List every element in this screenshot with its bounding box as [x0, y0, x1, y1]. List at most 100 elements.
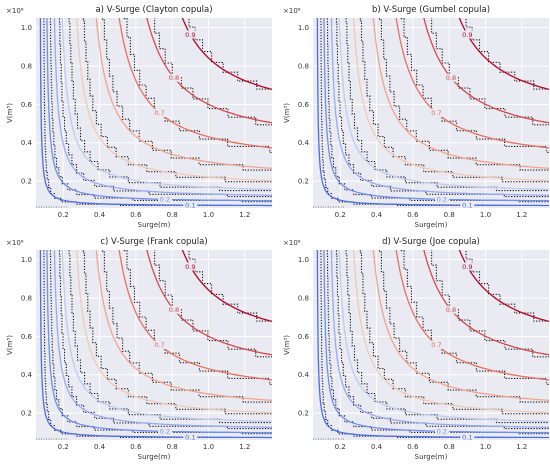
x-tick-label: 0.8 — [444, 211, 455, 219]
contour-label-0.9: 0.9 — [462, 31, 472, 39]
contour-level-0.3 — [330, 18, 549, 196]
x-tick-label: 0.6 — [407, 443, 419, 451]
contour-label-0.9: 0.9 — [185, 263, 195, 271]
panel-3: 0.2 0.4 0.6 0.8 1.0 1.2 0.2 0.4 0.6 0.8 1.0 0.1 0.2 0… — [6, 237, 272, 461]
contour-label-bg — [166, 73, 181, 82]
empirical-contour-3 — [58, 250, 272, 430]
contour-level-0.7 — [118, 250, 272, 381]
x-tick-label: 0.2 — [335, 211, 346, 219]
y-tick-label: 0.6 — [21, 101, 33, 109]
contour-label-bg — [183, 30, 198, 39]
contour-level-0.9 — [181, 18, 272, 91]
panel-title: a) V-Surge (Clayton copula) — [95, 5, 212, 15]
empirical-contour-6 — [102, 18, 272, 171]
contour-level-0.8 — [423, 18, 549, 124]
x-tick-label: 1.2 — [239, 211, 250, 219]
contour-label-bg — [460, 262, 475, 271]
contour-level-0.6 — [95, 18, 272, 169]
y-tick-label: 0.2 — [298, 178, 309, 186]
y-tick-label: 0.8 — [298, 294, 309, 302]
contour-level-0.7 — [118, 18, 272, 149]
y-multiplier: ×10⁶ — [6, 7, 24, 15]
x-tick-label: 0.2 — [58, 211, 69, 219]
contour-level-0.5 — [353, 18, 549, 182]
contour-level-0.9 — [181, 250, 272, 323]
x-tick-label: 0.8 — [167, 443, 178, 451]
empirical-contour-4 — [345, 250, 549, 424]
x-tick-label: 1.0 — [480, 211, 491, 219]
contour-label-bg — [434, 195, 449, 204]
x-tick-label: 0.4 — [94, 211, 106, 219]
contour-level-0.2 — [46, 250, 272, 434]
empirical-contour-2 — [326, 18, 549, 203]
y-tick-label: 0.8 — [21, 62, 32, 70]
contour-label-bg — [183, 262, 198, 271]
contour-level-0.3 — [330, 250, 549, 428]
x-tick-label: 0.8 — [167, 211, 178, 219]
contour-level-0.2 — [323, 250, 549, 434]
contour-label-bg — [443, 305, 458, 314]
x-tick-label: 0.6 — [130, 211, 142, 219]
contour-label-0.8: 0.8 — [169, 306, 179, 314]
contour-level-0.1 — [316, 18, 549, 207]
contour-label-bg — [157, 427, 172, 436]
x-tick-label: 0.4 — [371, 443, 383, 451]
panel-title: b) V-Surge (Gumbel copula) — [372, 5, 490, 15]
y-tick-label: 0.6 — [298, 101, 310, 109]
y-tick-label: 0.2 — [21, 178, 32, 186]
empirical-contour-7 — [400, 250, 549, 385]
contour-label-bg — [183, 201, 198, 208]
x-tick-label: 0.4 — [94, 443, 106, 451]
panel-1: 0.2 0.4 0.6 0.8 1.0 1.2 0.2 0.4 0.6 0.8 1.0 0.1 0.2 0… — [6, 5, 272, 229]
contour-label-0.7: 0.7 — [154, 109, 164, 117]
y-tick-label: 0.8 — [298, 62, 309, 70]
contour-label-0.2: 0.2 — [437, 196, 447, 204]
empirical-contour-6 — [379, 18, 549, 171]
contour-label-0.9: 0.9 — [185, 31, 195, 39]
contour-label-bg — [434, 427, 449, 436]
contour-label-bg — [152, 340, 167, 349]
empirical-contour-6 — [379, 250, 549, 403]
contour-label-0.1: 0.1 — [462, 201, 472, 209]
x-tick-label: 0.4 — [371, 211, 383, 219]
y-tick-label: 0.6 — [21, 333, 33, 341]
contour-level-0.6 — [372, 250, 549, 401]
contour-level-0.2 — [46, 18, 272, 202]
contour-level-0.6 — [372, 18, 549, 169]
contour-level-0.6 — [95, 250, 272, 401]
panel-title: c) V-Surge (Frank copula) — [100, 237, 207, 247]
y-tick-label: 1.0 — [298, 24, 309, 32]
contour-level-0.9 — [458, 18, 549, 91]
contour-level-0.4 — [61, 18, 272, 191]
x-tick-label: 0.2 — [58, 443, 69, 451]
contour-label-0.1: 0.1 — [185, 201, 195, 209]
y-axis-label: V(m³) — [6, 103, 14, 123]
contour-level-0.8 — [146, 18, 272, 124]
contour-label-0.8: 0.8 — [446, 306, 456, 314]
empirical-contour-4 — [68, 250, 272, 424]
contour-level-0.2 — [323, 18, 549, 202]
contour-level-0.5 — [353, 250, 549, 414]
contour-level-0.9 — [458, 250, 549, 323]
contour-label-bg — [460, 30, 475, 39]
contour-label-0.8: 0.8 — [446, 74, 456, 82]
empirical-contour-2 — [326, 250, 549, 435]
empirical-contour-7 — [123, 18, 272, 153]
empirical-contour-4 — [68, 18, 272, 192]
contour-label-0.8: 0.8 — [169, 74, 179, 82]
x-tick-label: 1.2 — [516, 443, 527, 451]
panel-4: 0.2 0.4 0.6 0.8 1.0 1.2 0.2 0.4 0.6 0.8 1.0 0.1 0.2 0… — [283, 237, 549, 461]
contour-label-bg — [429, 108, 444, 117]
contour-label-bg — [183, 433, 198, 440]
contour-level-0.3 — [53, 250, 272, 428]
contour-label-bg — [429, 340, 444, 349]
x-tick-label: 0.6 — [130, 443, 142, 451]
contour-level-0.7 — [395, 250, 549, 381]
contour-label-bg — [152, 108, 167, 117]
x-tick-label: 0.8 — [444, 443, 455, 451]
y-tick-label: 0.4 — [298, 371, 310, 379]
y-tick-label: 0.6 — [298, 333, 310, 341]
x-tick-label: 1.0 — [203, 211, 214, 219]
empirical-contour-7 — [400, 18, 549, 153]
contour-label-0.7: 0.7 — [431, 109, 441, 117]
